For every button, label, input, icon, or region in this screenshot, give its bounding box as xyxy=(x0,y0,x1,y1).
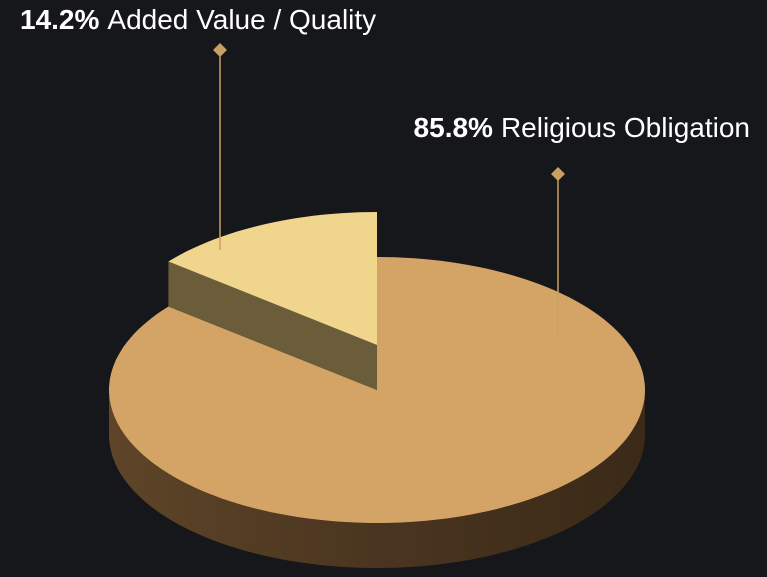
value-label: 85.8% xyxy=(414,112,493,143)
data-label: 14.2% Added Value / Quality xyxy=(20,4,376,35)
slice-face xyxy=(168,261,377,390)
data-label: 85.8% Religious Obligation xyxy=(414,112,750,143)
value-label: 14.2% xyxy=(20,4,99,35)
slice-side xyxy=(109,390,645,568)
slice-label: Religious Obligation xyxy=(501,112,750,143)
slice-label: Added Value / Quality xyxy=(107,4,376,35)
leader-marker xyxy=(551,167,565,181)
leader-marker xyxy=(213,43,227,57)
